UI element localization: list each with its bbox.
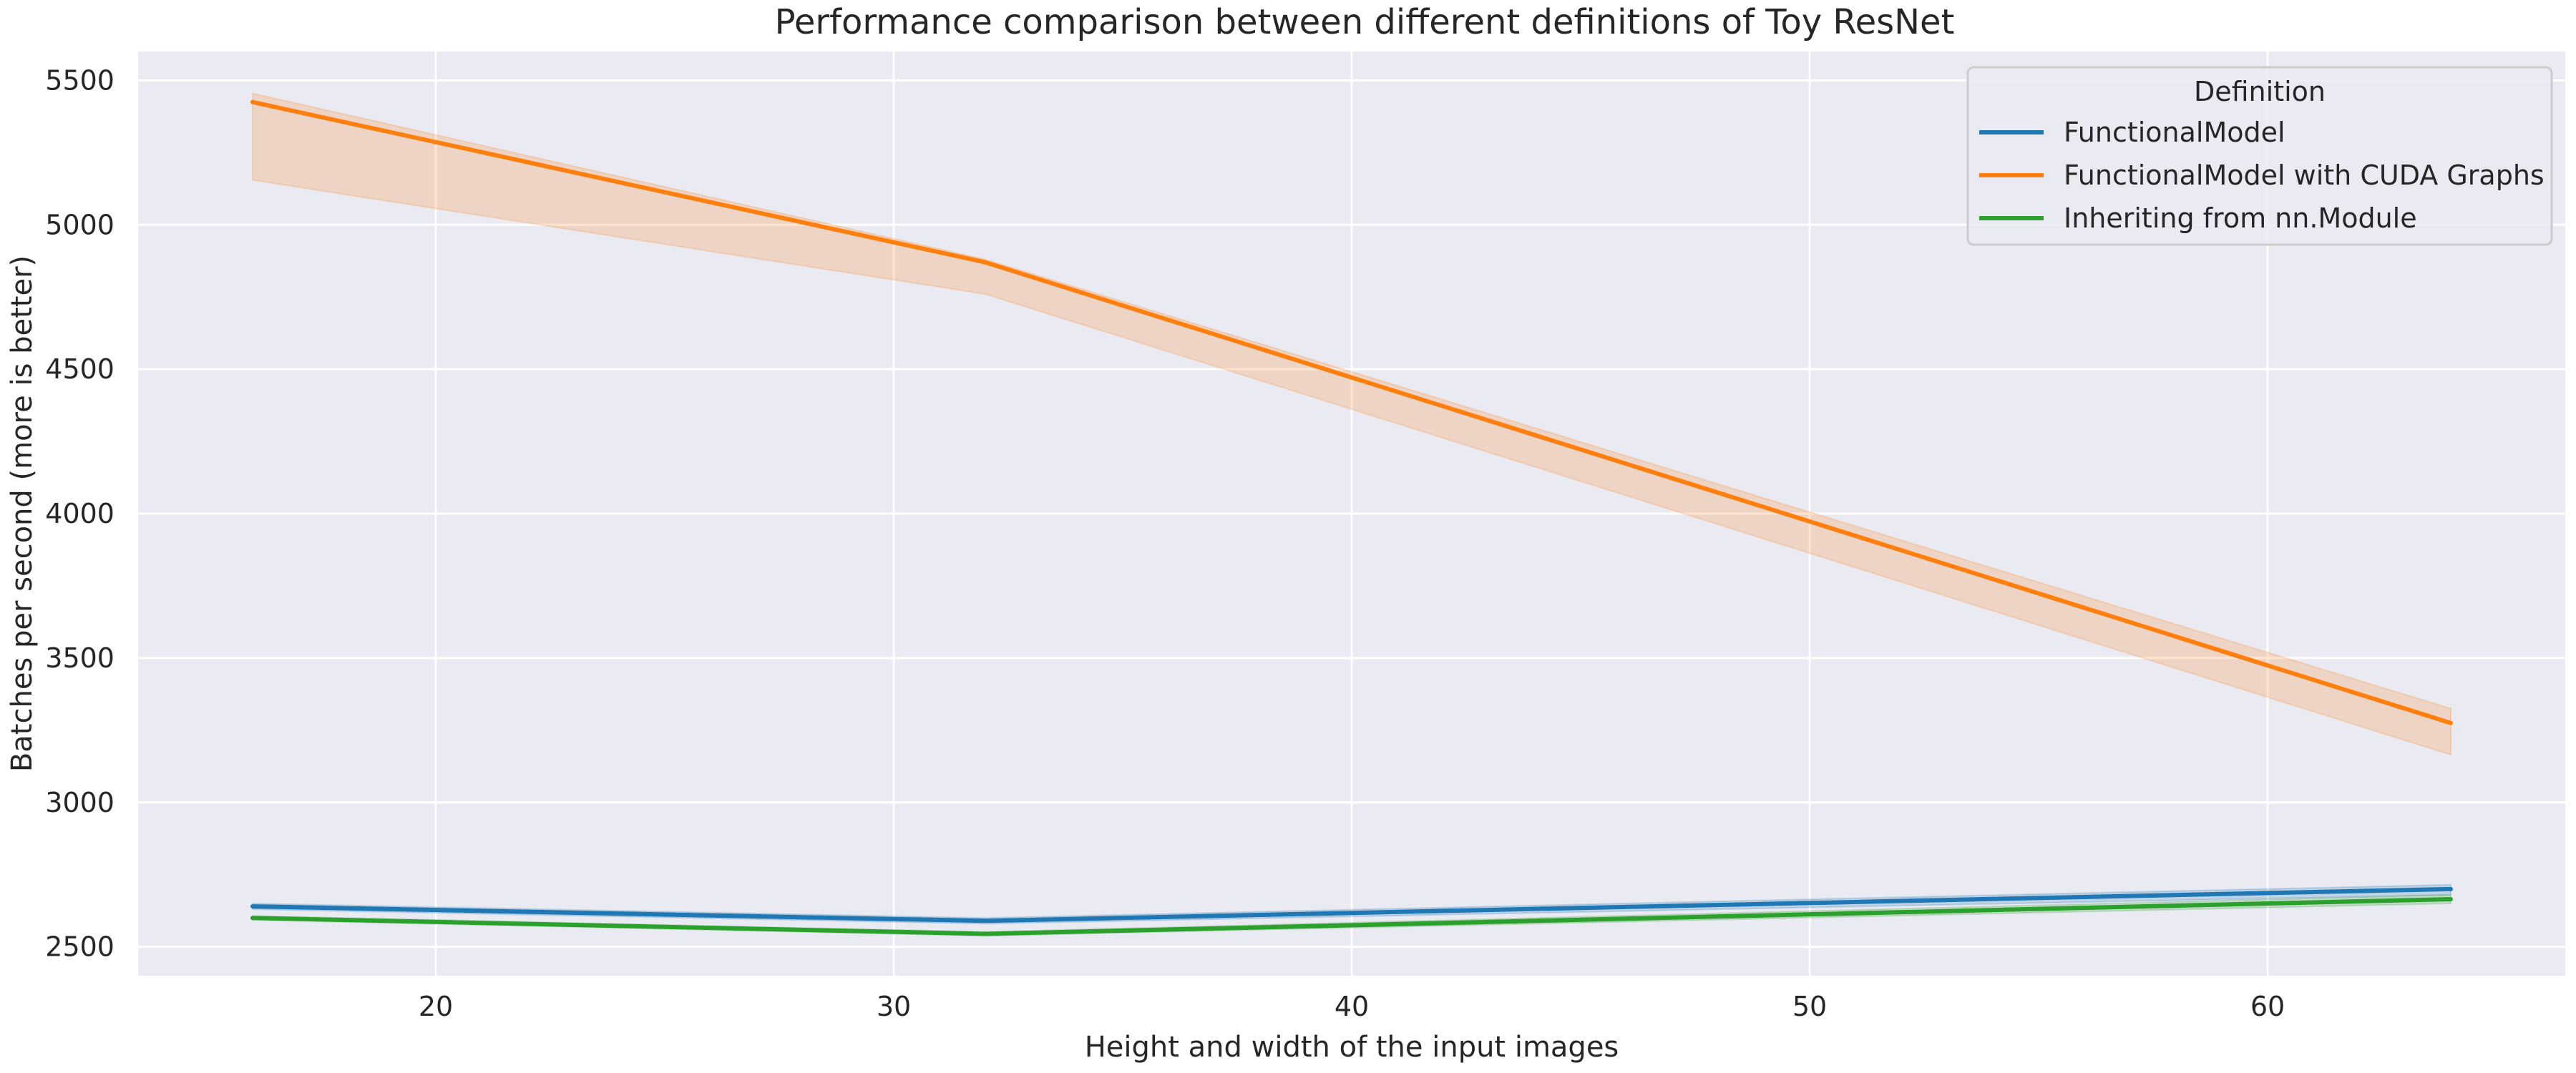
series-line <box>250 886 2453 923</box>
x-tick-label: 30 <box>877 991 911 1022</box>
x-tick-label: 50 <box>1792 991 1827 1022</box>
confidence-band <box>252 883 2451 925</box>
x-axis-label: Height and width of the input images <box>1085 1031 1619 1064</box>
y-tick-label: 3000 <box>45 787 114 818</box>
x-tick-label: 20 <box>419 991 453 1022</box>
legend-label: FunctionalModel <box>2064 117 2285 148</box>
series-line <box>250 897 2453 936</box>
y-axis-ticks: 2500 3000 3500 4000 4500 5000 5500 <box>45 64 114 962</box>
series-lines <box>250 99 2453 936</box>
legend-label: FunctionalModel with CUDA Graphs <box>2064 160 2545 191</box>
chart-title: Performance comparison between different… <box>775 2 1955 42</box>
series-line <box>250 99 2453 725</box>
legend-title: Definition <box>2194 76 2326 107</box>
x-tick-label: 60 <box>2250 991 2285 1022</box>
x-axis-ticks: 20 30 40 50 60 <box>419 991 2285 1022</box>
y-tick-label: 4000 <box>45 498 114 529</box>
legend-label: Inheriting from nn.Module <box>2064 202 2417 234</box>
y-axis-label: Batches per second (more is better) <box>6 255 39 772</box>
y-tick-label: 5000 <box>45 209 114 240</box>
confidence-band <box>252 92 2451 756</box>
y-tick-label: 3500 <box>45 642 114 674</box>
legend-box <box>1966 66 2553 246</box>
y-tick-label: 4500 <box>45 353 114 385</box>
legend-items: FunctionalModel FunctionalModel with CUDA… <box>1979 117 2545 234</box>
x-tick-label: 40 <box>1335 991 1369 1022</box>
y-tick-label: 2500 <box>45 931 114 963</box>
y-tick-label: 5500 <box>45 64 114 96</box>
legend: Definition FunctionalModelFunctionalMode… <box>1966 66 2553 246</box>
